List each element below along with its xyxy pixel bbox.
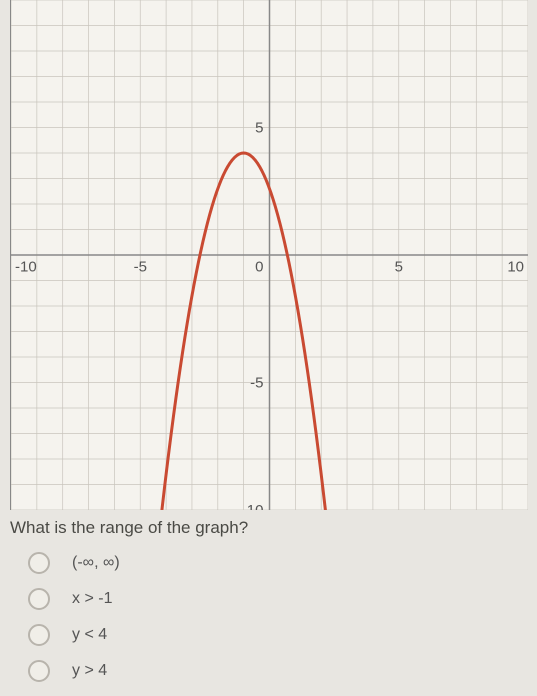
option-row[interactable]: y > 4 xyxy=(10,660,510,682)
option-label: (-∞, ∞) xyxy=(72,554,120,572)
parabola-chart: -10 -5 0 5 10 5 -5 -10 xyxy=(11,0,528,510)
option-row[interactable]: x > -1 xyxy=(10,588,510,610)
radio-icon[interactable] xyxy=(28,552,50,574)
svg-text:-5: -5 xyxy=(250,375,263,392)
radio-icon[interactable] xyxy=(28,624,50,646)
svg-text:-5: -5 xyxy=(134,258,147,275)
svg-text:-10: -10 xyxy=(242,502,264,510)
option-label: y > 4 xyxy=(72,662,107,680)
question-block: What is the range of the graph? (-∞, ∞) … xyxy=(10,518,510,696)
option-row[interactable]: y < 4 xyxy=(10,624,510,646)
graph-panel: -10 -5 0 5 10 5 -5 -10 xyxy=(10,0,527,510)
question-text: What is the range of the graph? xyxy=(10,518,510,538)
svg-text:-10: -10 xyxy=(15,258,37,275)
svg-text:10: 10 xyxy=(507,258,524,275)
svg-text:5: 5 xyxy=(255,120,263,137)
option-row[interactable]: (-∞, ∞) xyxy=(10,552,510,574)
option-label: x > -1 xyxy=(72,590,112,608)
option-label: y < 4 xyxy=(72,626,107,644)
svg-text:0: 0 xyxy=(255,258,263,275)
radio-icon[interactable] xyxy=(28,660,50,682)
radio-icon[interactable] xyxy=(28,588,50,610)
svg-text:5: 5 xyxy=(395,258,403,275)
